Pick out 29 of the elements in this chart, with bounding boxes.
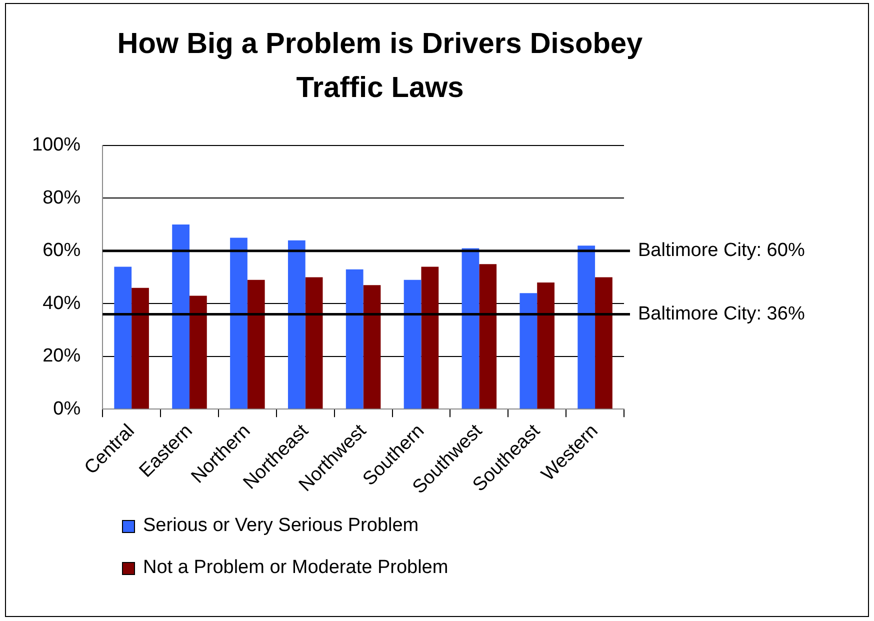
bar [537,282,554,409]
bar [288,240,306,409]
bar [132,288,149,409]
bar [595,277,612,409]
bar [346,269,364,409]
y-tick-label: 0% [53,398,81,420]
bar [189,296,207,409]
legend-label: Not a Problem or Moderate Problem [143,557,448,579]
y-tick-label: 20% [42,346,81,367]
chart-title: How Big a Problem is Drivers Disobey Traffic Laws [116,27,644,106]
bar [421,266,439,409]
bar [479,264,497,409]
bar [230,238,248,409]
bar [172,224,190,409]
ref-line-label: Baltimore City: 60% [638,240,805,262]
y-tick-label: 80% [42,187,81,208]
bar [114,266,132,409]
y-tick-label: 40% [42,292,81,314]
bar [247,280,265,409]
bar [578,246,596,409]
bar [305,277,323,409]
bar [462,248,480,409]
bar [363,285,381,409]
ref-line-label: Baltimore City: 36% [638,303,805,324]
bar [404,280,422,409]
y-tick-label: 100% [32,134,81,156]
bar [520,293,538,409]
y-tick-label: 60% [42,240,81,262]
legend-label: Serious or Very Serious Problem [143,515,419,537]
